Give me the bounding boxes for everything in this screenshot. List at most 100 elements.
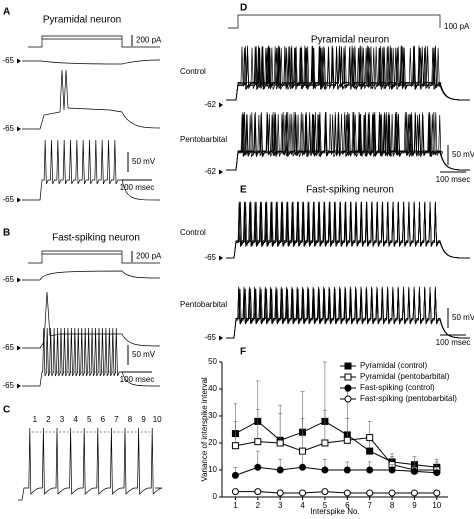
marker [276, 466, 284, 474]
marker [254, 463, 262, 471]
marker [254, 488, 262, 496]
scale-label: 100 pA [444, 22, 470, 31]
scale-label: 100 msec [436, 338, 471, 347]
panel-title: Pyramidal neuron [43, 15, 121, 26]
trace [18, 427, 163, 501]
trace [22, 291, 161, 349]
rest-marker [17, 58, 21, 64]
spike-number: 1 [33, 415, 38, 424]
marker [299, 463, 307, 471]
legend-label: Fast-spiking (pentobarbital) [360, 394, 457, 403]
trace [226, 203, 471, 259]
marker [433, 469, 441, 477]
trace [226, 112, 471, 171]
spike-number: 8 [128, 415, 133, 424]
marker [299, 447, 307, 455]
trace [226, 288, 471, 339]
scale-label: 100 msec [436, 175, 471, 184]
panel-letter: D [240, 3, 247, 14]
marker [366, 466, 374, 474]
rest-marker [219, 335, 223, 341]
rest-label: -62 [204, 167, 216, 176]
y-axis-label: Variance of interspike interval [200, 377, 209, 482]
x-tick-label: 4 [300, 501, 305, 510]
spike-number: 4 [73, 415, 78, 424]
rest-marker [17, 345, 21, 351]
trace [226, 288, 471, 339]
y-tick-label: 20 [208, 438, 217, 447]
marker [231, 442, 239, 450]
rest-label: -65 [204, 333, 216, 342]
scale-label: 100 msec [120, 183, 155, 192]
spike-number: 5 [87, 415, 92, 424]
scale-label: 50 mV [132, 350, 156, 359]
x-tick-label: 2 [256, 501, 261, 510]
marker [343, 466, 351, 474]
condition-label: Control [180, 228, 206, 237]
y-tick-label: 0 [213, 492, 218, 501]
marker [254, 438, 262, 446]
rest-marker [17, 277, 21, 283]
trace [226, 201, 471, 259]
scale-label: 50 mV [452, 313, 474, 322]
trace [226, 47, 471, 101]
panel-letter: F [240, 347, 246, 358]
y-tick-label: 50 [208, 357, 217, 366]
marker [321, 488, 329, 496]
trace [22, 69, 161, 130]
rest-marker [219, 102, 223, 108]
rest-label: -65 [204, 253, 216, 262]
panel-title: Fast-spiking neuron [52, 233, 140, 244]
trace [28, 35, 160, 48]
rest-label: -65 [2, 381, 14, 390]
spike-number: 10 [153, 415, 162, 424]
marker [433, 489, 441, 497]
trace [22, 59, 161, 65]
marker [366, 447, 374, 455]
marker [231, 471, 239, 479]
rest-marker [17, 126, 21, 132]
scale-label: 100 msec [120, 375, 155, 384]
condition-label: Pentobarbital [180, 300, 227, 309]
spike-number: 2 [46, 415, 51, 424]
trace [228, 14, 441, 29]
marker [321, 439, 329, 447]
scale-label: 200 pA [136, 252, 162, 261]
series-line [235, 420, 437, 468]
marker [344, 362, 352, 370]
panel-title: Pyramidal neuron [311, 35, 389, 46]
rest-marker [219, 169, 223, 175]
marker [410, 467, 418, 475]
condition-label: Pentobarbital [180, 135, 227, 144]
trace [226, 286, 471, 339]
panel-letter: A [3, 7, 10, 18]
rest-label: -65 [2, 56, 14, 65]
rest-label: -65 [2, 275, 14, 284]
x-tick-label: 9 [412, 501, 417, 510]
trace [226, 114, 471, 171]
x-tick-label: 7 [367, 501, 372, 510]
trace [22, 139, 161, 201]
marker [231, 488, 239, 496]
x-tick-label: 5 [323, 501, 328, 510]
legend-label: Fast-spiking (control) [360, 383, 435, 392]
trace [226, 288, 471, 339]
spike-number: 3 [60, 415, 65, 424]
panel-letter: C [3, 405, 10, 416]
x-tick-label: 6 [345, 501, 350, 510]
trace [226, 202, 471, 259]
scale-label: 200 pA [136, 36, 162, 45]
marker [343, 436, 351, 444]
rest-marker [219, 255, 223, 261]
trace [28, 250, 160, 264]
marker [344, 384, 352, 392]
marker [388, 466, 396, 474]
legend-label: Pyramidal (pentobarbital) [360, 372, 450, 381]
rest-marker [17, 197, 21, 203]
trace [22, 270, 161, 281]
marker [388, 489, 396, 497]
y-tick-label: 30 [208, 411, 217, 420]
rest-marker [17, 383, 21, 389]
marker [344, 395, 352, 403]
